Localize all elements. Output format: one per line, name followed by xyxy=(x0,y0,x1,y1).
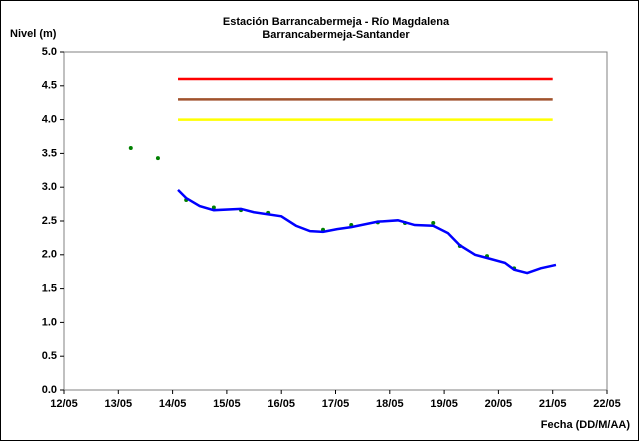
x-tick-label: 12/05 xyxy=(50,398,78,410)
y-tick-label: 1.0 xyxy=(42,316,57,328)
scatter-point xyxy=(155,156,160,161)
scatter-point xyxy=(431,221,436,226)
y-tick-label: 3.5 xyxy=(42,147,57,159)
x-tick-label: 14/05 xyxy=(159,398,187,410)
scatter-point xyxy=(128,145,133,150)
y-tick-label: 4.5 xyxy=(42,80,57,92)
x-tick-label: 13/05 xyxy=(105,398,133,410)
y-tick-label: 3.0 xyxy=(42,181,57,193)
x-tick-label: 22/05 xyxy=(593,398,621,410)
y-tick-label: 0.0 xyxy=(42,384,57,396)
y-tick-label: 0.5 xyxy=(42,350,57,362)
x-tick-label: 18/05 xyxy=(376,398,404,410)
y-tick-label: 5.0 xyxy=(42,46,57,58)
x-tick-label: 20/05 xyxy=(485,398,513,410)
x-tick-label: 19/05 xyxy=(430,398,458,410)
x-tick-label: 21/05 xyxy=(539,398,567,410)
series-line xyxy=(177,189,557,275)
x-tick-label: 17/05 xyxy=(322,398,350,410)
plot-area xyxy=(63,51,608,391)
y-tick-label: 2.5 xyxy=(42,215,57,227)
chart-subtitle: Barrancabermeja-Santander xyxy=(262,29,410,41)
y-tick-label: 4.0 xyxy=(42,114,57,126)
y-tick-label: 1.5 xyxy=(42,283,57,295)
x-tick-label: 15/05 xyxy=(213,398,241,410)
y-axis-label: Nivel (m) xyxy=(10,28,57,40)
x-tick-label: 16/05 xyxy=(267,398,295,410)
y-tick-label: 2.0 xyxy=(42,249,57,261)
x-axis-label: Fecha (DD/M/AA) xyxy=(541,419,631,431)
chart-title: Estación Barrancabermeja - Río Magdalena xyxy=(223,16,450,28)
scatter-point xyxy=(211,205,216,210)
